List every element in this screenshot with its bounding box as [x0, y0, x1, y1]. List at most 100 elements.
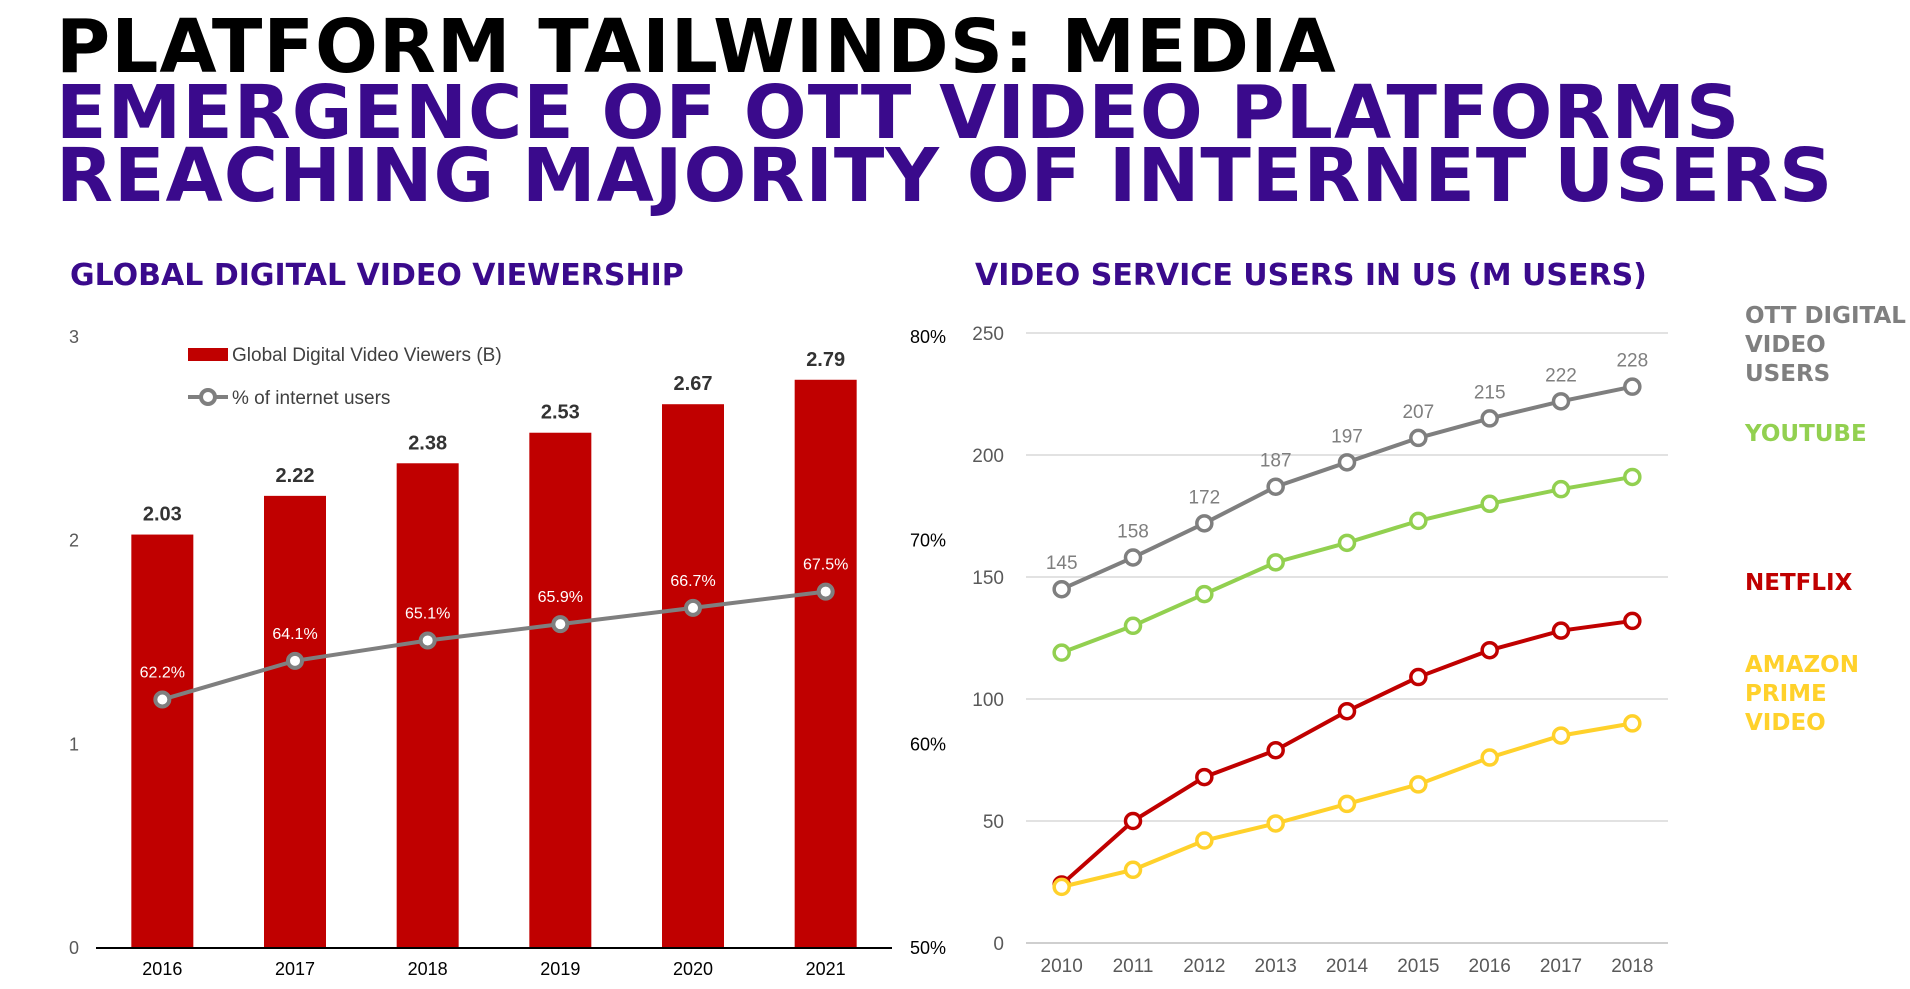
- viewership-combo-chart: 0 1 2 3 50% 60% 70% 80% 2.03 2.22 2.38 2.53 2.67 2.79…: [69, 327, 946, 979]
- series-data-label: 222: [1545, 365, 1577, 386]
- right-y-tick: 80%: [910, 327, 946, 347]
- series-point-2: [1551, 621, 1571, 640]
- series-point-0: [1337, 453, 1357, 472]
- internet-users-label: 67.5%: [803, 557, 848, 574]
- bar-2021: [794, 379, 857, 948]
- headline-line-2: EMERGENCE OF OTT VIDEO PLATFORMS: [56, 70, 1741, 156]
- left-y-tick: 3: [69, 327, 79, 347]
- x-tick-label: 2015: [1397, 956, 1439, 977]
- series-point-3: [1337, 794, 1357, 814]
- x-tick-label: 2010: [1041, 956, 1083, 977]
- series-data-label: 158: [1117, 521, 1149, 542]
- left-y-tick: 1: [69, 734, 79, 754]
- series-label-ott: OTT DIGITAL VIDEO USERS: [1745, 303, 1906, 387]
- series-point-0: [1266, 477, 1285, 496]
- series-data-label: 228: [1616, 351, 1648, 372]
- series-point-2: [1266, 740, 1285, 760]
- series-point-3: [1052, 877, 1071, 897]
- bar-value-label: 2.22: [276, 465, 315, 487]
- internet-users-label: 65.1%: [405, 605, 450, 622]
- series-point-0: [1409, 428, 1428, 448]
- internet-users-label: 62.2%: [140, 665, 185, 682]
- bar-value-label: 2.38: [408, 432, 447, 454]
- headline-line-3: REACHING MAJORITY OF INTERNET USERS: [56, 133, 1834, 219]
- legend-line-label: % of internet users: [232, 388, 390, 409]
- series-point-3: [1123, 860, 1143, 880]
- series-label-amazon: AMAZON PRIME VIDEO: [1745, 652, 1859, 736]
- series-line-2: [1060, 618, 1633, 886]
- left-y-tick: 2: [69, 531, 79, 551]
- x-tick-label: 2018: [408, 959, 448, 979]
- series-point-3: [1266, 814, 1285, 833]
- headline-line-1: PLATFORM TAILWINDS: MEDIA: [56, 4, 1337, 90]
- series-label-netflix: NETFLIX: [1745, 570, 1853, 596]
- x-tick-label: 2017: [1540, 956, 1582, 977]
- series-point-0: [1052, 579, 1071, 599]
- series-point-1: [1551, 479, 1571, 499]
- internet-users-label: 65.9%: [538, 589, 583, 606]
- right-chart-title: VIDEO SERVICE USERS IN US (M USERS): [975, 258, 1647, 293]
- series-data-label: 215: [1474, 382, 1506, 403]
- series-point-1: [1480, 494, 1499, 514]
- x-tick-label: 2012: [1183, 956, 1225, 977]
- series-label-youtube: YOUTUBE: [1745, 421, 1867, 447]
- series-point-2: [1409, 667, 1428, 687]
- series-data-label: 207: [1402, 402, 1434, 423]
- series-point-3: [1551, 726, 1571, 745]
- x-tick-label: 2017: [275, 959, 315, 979]
- series-data-label: 145: [1046, 553, 1078, 574]
- series-point-3: [1409, 775, 1428, 794]
- series-point-3: [1480, 748, 1499, 767]
- right-y-tick: 50%: [910, 938, 946, 958]
- x-tick-label: 2013: [1255, 956, 1297, 977]
- legend-bar-label: Global Digital Video Viewers (B): [232, 345, 502, 366]
- series-point-3: [1623, 714, 1642, 733]
- series-line-0: [1060, 384, 1633, 592]
- bar-value-label: 2.53: [541, 402, 580, 424]
- series-point-0: [1551, 392, 1571, 411]
- internet-users-point: [816, 582, 835, 601]
- left-chart-title: GLOBAL DIGITAL VIDEO VIEWERSHIP: [70, 258, 684, 293]
- series-data-label: 187: [1260, 451, 1292, 472]
- internet-users-label: 64.1%: [272, 626, 317, 643]
- right-y-tick: 60%: [910, 734, 946, 754]
- series-point-2: [1123, 811, 1143, 831]
- series-point-2: [1480, 640, 1499, 660]
- series-point-1: [1409, 511, 1428, 531]
- bar-value-label: 2.03: [143, 504, 182, 526]
- x-tick-label: 2018: [1611, 956, 1653, 977]
- y-tick-label: 50: [983, 812, 1004, 833]
- series-point-1: [1052, 643, 1071, 662]
- series-point-0: [1123, 548, 1143, 567]
- bar-2020: [662, 404, 724, 949]
- bar-2019: [529, 432, 592, 948]
- internet-users-point: [418, 631, 437, 650]
- series-point-3: [1195, 831, 1214, 850]
- series-line-1: [1060, 474, 1633, 655]
- bar-value-label: 2.79: [806, 349, 845, 371]
- series-point-1: [1195, 584, 1214, 604]
- internet-users-label: 66.7%: [670, 573, 715, 590]
- series-point-2: [1195, 767, 1214, 787]
- y-tick-label: 100: [972, 690, 1004, 711]
- bar-2018: [396, 463, 459, 948]
- y-tick-label: 200: [972, 446, 1004, 467]
- series-point-1: [1266, 553, 1285, 572]
- right-y-tick: 70%: [910, 531, 946, 551]
- internet-users-line: [161, 589, 826, 702]
- legend-line-marker: [199, 388, 217, 406]
- internet-users-point: [153, 690, 172, 709]
- series-point-1: [1337, 533, 1357, 553]
- x-tick-label: 2016: [1469, 956, 1511, 977]
- left-y-tick: 0: [69, 938, 79, 958]
- x-tick-label: 2014: [1326, 956, 1369, 977]
- bar-value-label: 2.67: [674, 373, 713, 395]
- series-data-label: 197: [1331, 426, 1363, 447]
- x-tick-label: 2016: [142, 959, 182, 979]
- bar-2017: [264, 495, 326, 948]
- internet-users-point: [684, 598, 702, 617]
- series-point-0: [1480, 409, 1499, 428]
- series-data-label: 172: [1188, 487, 1220, 508]
- series-point-2: [1623, 611, 1642, 631]
